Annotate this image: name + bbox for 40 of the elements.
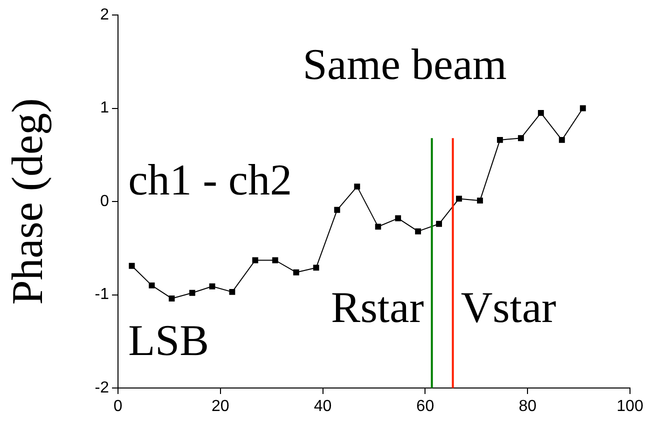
annotation: Same beam (302, 40, 507, 89)
point (148, 282, 155, 288)
point (229, 288, 236, 295)
y-tick-label: -2 (94, 379, 110, 396)
ref-line-label: Vstar (460, 283, 556, 332)
y-axis-title: Phase (deg) (2, 98, 52, 305)
point (334, 206, 340, 213)
point (354, 184, 360, 190)
point (580, 105, 586, 112)
point (252, 257, 258, 264)
point (496, 136, 503, 143)
point (375, 224, 382, 230)
x-tick-label: 60 (416, 398, 434, 416)
y-tick-label: -1 (94, 286, 110, 304)
annotation: ch1 - ch2 (128, 155, 292, 204)
point (189, 290, 196, 296)
point (395, 215, 402, 222)
point (272, 257, 278, 264)
x-tick-label: 80 (518, 398, 537, 416)
y-tick-label: 0 (100, 192, 110, 210)
point (436, 220, 442, 227)
x-tick-label: 0 (114, 398, 123, 416)
ref-line-label: Rstar (330, 283, 424, 332)
point (558, 136, 565, 143)
y-tick-label: 1 (100, 100, 110, 117)
point (456, 196, 462, 202)
point (538, 110, 544, 116)
point (415, 228, 422, 234)
x-tick-label: 40 (314, 398, 332, 416)
point (477, 198, 483, 204)
x-tick-label: 100 (616, 398, 644, 416)
point (209, 283, 216, 290)
point (293, 269, 300, 276)
point (313, 264, 320, 271)
x-tick-label: 20 (212, 398, 230, 416)
annotation: LSB (128, 316, 209, 365)
point (168, 296, 175, 302)
point (518, 135, 524, 142)
point (128, 262, 135, 269)
y-tick-label: 2 (100, 6, 110, 24)
